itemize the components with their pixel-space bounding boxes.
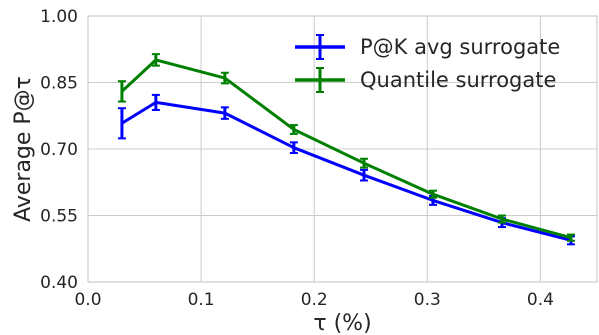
series-1 [117,93,575,246]
x-tick-label: 0.0 [74,290,101,310]
series-line [120,58,572,240]
x-tick-label: 0.3 [414,290,441,310]
x-tick-label: 0.1 [188,290,215,310]
error-bar [359,157,368,169]
x-tick-label: 0.4 [527,290,554,310]
legend-item: Quantile surrogate [295,67,556,93]
x-tick-label: 0.2 [301,290,328,310]
legend-label: P@K avg surrogate [360,35,560,59]
error-bar [151,93,160,111]
series-line [121,100,572,242]
tick-labels: 0.0 0.1 0.2 0.3 0.4 0.40 0.55 0.70 0.85 1.00 [40,7,554,310]
series-layer [117,53,575,246]
legend: P@K avg surrogate Quantile surrogate [295,34,560,93]
error-bar [359,168,368,182]
error-bar [566,233,575,242]
error-bar [117,107,126,140]
legend-item: P@K avg surrogate [295,34,560,60]
error-bar [117,80,126,103]
error-bar [289,124,298,135]
error-bar [497,214,506,224]
error-bar [220,71,229,85]
error-bar [151,53,160,67]
y-tick-label: 0.85 [40,74,78,94]
y-axis-label: Average P@τ [11,76,36,222]
error-bar [220,106,229,120]
legend-label: Quantile surrogate [360,68,556,92]
error-bar [289,141,298,154]
y-tick-label: 0.55 [40,207,78,227]
error-bar [428,189,437,199]
series-2 [117,53,575,242]
y-tick-label: 1.00 [40,7,78,27]
plot-frame [87,15,598,283]
y-tick-label: 0.70 [40,140,78,160]
y-tick-label: 0.40 [40,273,78,293]
x-axis-label: τ (%) [313,311,371,335]
